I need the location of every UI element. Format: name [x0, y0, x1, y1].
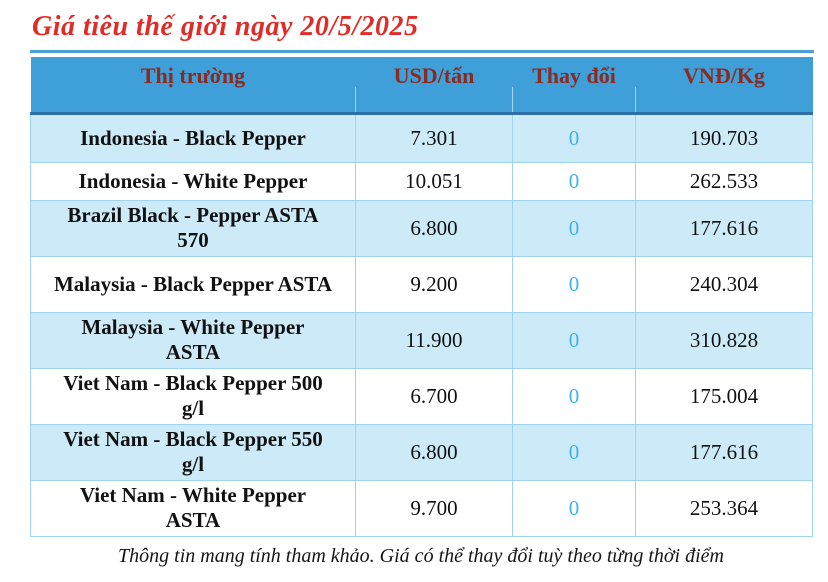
market-cell: Viet Nam - Black Pepper 550 g/l: [30, 423, 356, 481]
column-header-usd: USD/tấn: [355, 57, 514, 115]
market-cell: Viet Nam - White Pepper ASTA: [30, 479, 356, 537]
page-title: Giá tiêu thế giới ngày 20/5/2025: [32, 11, 419, 42]
usd-cell: 6.800: [355, 423, 513, 481]
change-cell: 0: [512, 423, 636, 481]
market-cell: Indonesia - Black Pepper: [30, 112, 356, 163]
market-cell: Viet Nam - Black Pepper 500 g/l: [30, 367, 356, 425]
change-cell: 0: [512, 255, 636, 313]
market-cell: Malaysia - Black Pepper ASTA: [30, 255, 356, 313]
price-table-body: Indonesia - Black Pepper 7.301 0 190.703…: [30, 112, 813, 537]
change-cell: 0: [512, 199, 636, 257]
vnd-cell: 177.616: [635, 199, 813, 257]
table-row: Indonesia - White Pepper 10.051 0 262.53…: [30, 161, 813, 201]
change-cell: 0: [512, 112, 636, 163]
market-cell: Indonesia - White Pepper: [30, 161, 356, 201]
table-row: Indonesia - Black Pepper 7.301 0 190.703: [30, 112, 813, 163]
pepper-price-table: Thị trường USD/tấn Thay đổi VNĐ/Kg Indon…: [30, 57, 813, 537]
vnd-cell: 310.828: [635, 311, 813, 369]
column-header-market: Thị trường: [30, 57, 357, 115]
usd-cell: 9.200: [355, 255, 513, 313]
usd-cell: 7.301: [355, 112, 513, 163]
table-row: Malaysia - White Pepper ASTA 11.900 0 31…: [30, 311, 813, 369]
table-row: Viet Nam - White Pepper ASTA 9.700 0 253…: [30, 479, 813, 537]
table-row: Viet Nam - Black Pepper 550 g/l 6.800 0 …: [30, 423, 813, 481]
usd-cell: 11.900: [355, 311, 513, 369]
vnd-cell: 190.703: [635, 112, 813, 163]
vnd-cell: 240.304: [635, 255, 813, 313]
table-row: Brazil Black - Pepper ASTA 570 6.800 0 1…: [30, 199, 813, 257]
vnd-cell: 253.364: [635, 479, 813, 537]
change-cell: 0: [512, 311, 636, 369]
usd-cell: 10.051: [355, 161, 513, 201]
market-cell: Brazil Black - Pepper ASTA 570: [30, 199, 356, 257]
vnd-cell: 177.616: [635, 423, 813, 481]
change-cell: 0: [512, 161, 636, 201]
usd-cell: 6.800: [355, 199, 513, 257]
table-row: Viet Nam - Black Pepper 500 g/l 6.700 0 …: [30, 367, 813, 425]
title-underline: [30, 50, 814, 53]
usd-cell: 6.700: [355, 367, 513, 425]
table-header-row: Thị trường USD/tấn Thay đổi VNĐ/Kg: [30, 57, 813, 115]
change-cell: 0: [512, 479, 636, 537]
table-row: Malaysia - Black Pepper ASTA 9.200 0 240…: [30, 255, 813, 313]
change-cell: 0: [512, 367, 636, 425]
disclaimer-note: Thông tin mang tính tham khảo. Giá có th…: [118, 544, 724, 567]
usd-cell: 9.700: [355, 479, 513, 537]
column-header-change: Thay đổi: [512, 57, 637, 115]
market-cell: Malaysia - White Pepper ASTA: [30, 311, 356, 369]
vnd-cell: 262.533: [635, 161, 813, 201]
column-header-vnd: VNĐ/Kg: [635, 57, 813, 115]
vnd-cell: 175.004: [635, 367, 813, 425]
